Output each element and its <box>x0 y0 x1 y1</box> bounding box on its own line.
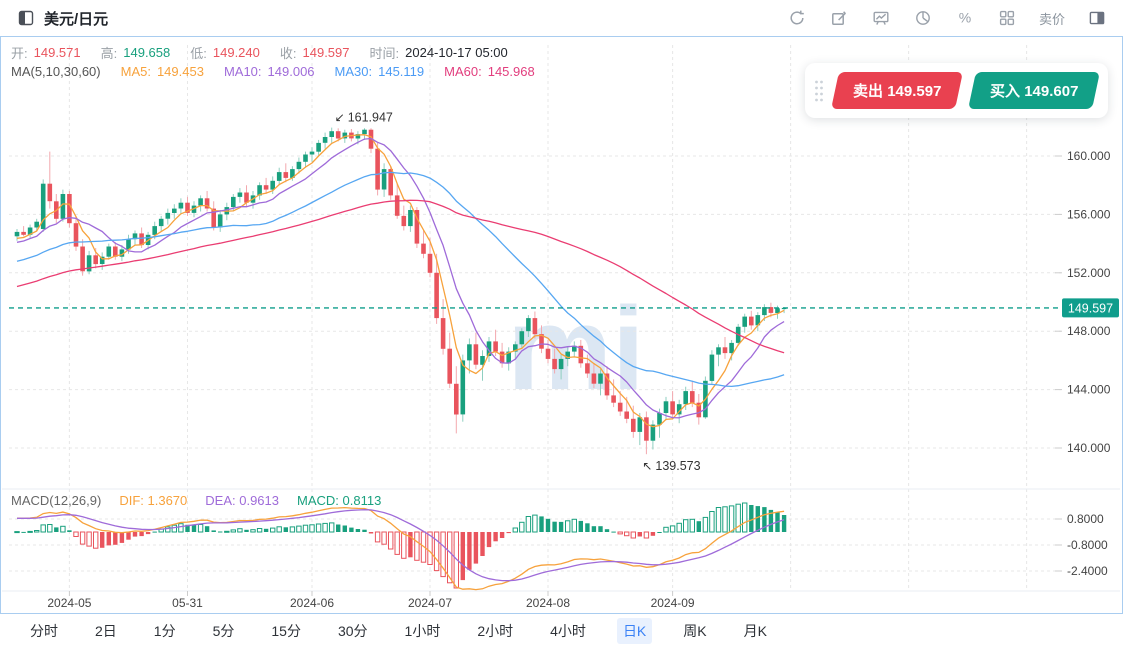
ma5-value: 149.453 <box>156 64 204 79</box>
drag-handle-icon[interactable] <box>813 78 825 104</box>
pie-chart-icon[interactable] <box>913 8 933 28</box>
high-annotation: 161.947 <box>348 111 393 125</box>
buy-button[interactable]: 买入 149.607 <box>967 72 1100 109</box>
date-axis-label: 2024-06 <box>290 596 334 610</box>
open-label: 开: <box>11 46 28 61</box>
macd-axis-label: -0.8000 <box>1067 538 1108 552</box>
draw-tools-icon[interactable] <box>829 8 849 28</box>
tab-2小时[interactable]: 2小时 <box>477 623 514 639</box>
dif-value: DIF: 1.3670 <box>119 493 188 508</box>
symbol-icon <box>16 8 36 28</box>
top-toolbar: 美元/日元 % 卖价 <box>0 0 1123 36</box>
refresh-icon[interactable] <box>787 8 807 28</box>
ma10-value: 149.006 <box>267 64 315 79</box>
tab-2日[interactable]: 2日 <box>95 623 117 639</box>
tab-日K[interactable]: 日K <box>616 618 653 644</box>
high-value: 149.658 <box>123 45 171 60</box>
last-price-badge <box>1062 298 1119 318</box>
chart-board-icon[interactable] <box>871 8 891 28</box>
low-label: 低: <box>190 46 207 61</box>
date-axis-label: 2024-08 <box>526 596 570 610</box>
price-axis-label: 152.000 <box>1067 266 1111 280</box>
price-axis-label: 156.000 <box>1067 207 1111 221</box>
price-axis-label: 148.000 <box>1067 324 1111 338</box>
ma30-value: 145.119 <box>378 64 425 79</box>
ma-legend: MA(5,10,30,60) MA5: 149.453 MA10: 149.00… <box>11 64 535 79</box>
percent-icon[interactable]: % <box>955 8 975 28</box>
tab-5分[interactable]: 5分 <box>212 623 235 639</box>
macd-value: MACD: 0.8113 <box>297 493 382 508</box>
open-value: 149.571 <box>33 45 81 60</box>
close-value: 149.597 <box>302 45 350 60</box>
candlestick-chart-canvas[interactable]: mi160.000156.000152.000148.000144.000140… <box>1 37 1122 613</box>
date-axis-label: 2024-09 <box>651 596 695 610</box>
dif-line <box>16 506 785 591</box>
dea-line <box>17 509 785 582</box>
ma5-line <box>16 134 785 428</box>
macd-params: MACD(12,26,9) <box>11 493 102 508</box>
sell-button[interactable]: 卖出 149.597 <box>831 72 964 109</box>
time-value: 2024-10-17 05:00 <box>405 45 508 60</box>
low-annotation: 139.573 <box>655 459 700 473</box>
ma10-label: MA10: <box>223 64 262 79</box>
low-annotation-arrow: ↖ <box>642 459 652 473</box>
timeframe-tabbar: 分时 2日 1分 5分 15分 30分 1小时 2小时 4小时 日K 周K 月K <box>0 616 1123 646</box>
low-value: 149.240 <box>212 45 260 60</box>
chart-panel: mi 160.000 156.000 152.000 148.000 144.000 140… <box>0 36 1123 614</box>
high-annotation-arrow: ↙ <box>335 111 345 125</box>
tab-4小时[interactable]: 4小时 <box>550 623 586 639</box>
tab-1分[interactable]: 1分 <box>153 623 176 639</box>
ma60-label: MA60: <box>444 64 482 79</box>
tab-月K[interactable]: 月K <box>743 623 767 639</box>
last-price-badge-text: 149.597 <box>1068 301 1113 315</box>
time-label: 时间: <box>369 46 400 61</box>
date-axis-label: 05-31 <box>172 596 203 610</box>
ma10-line <box>16 137 785 419</box>
date-axis-label: 2024-07 <box>408 596 452 610</box>
macd-legend: MACD(12,26,9) DIF: 1.3670 DEA: 0.9613 MA… <box>11 493 381 508</box>
ma5-label: MA5: <box>120 64 151 79</box>
sell-price-toggle[interactable]: 卖价 <box>1038 11 1065 27</box>
price-axis-label: 160.000 <box>1067 149 1111 163</box>
svg-text:%: % <box>959 10 971 26</box>
panel-toggle-icon[interactable] <box>1087 8 1107 28</box>
page-title: 美元/日元 <box>44 10 109 28</box>
tab-30分[interactable]: 30分 <box>337 623 368 639</box>
grid-layout-icon[interactable] <box>997 8 1017 28</box>
tab-周K[interactable]: 周K <box>683 623 707 639</box>
macd-axis-label: 0.8000 <box>1067 512 1104 526</box>
ohlc-readout: 开: 149.571 高: 149.658 低: 149.240 收: 149.… <box>11 43 508 62</box>
ma30-label: MA30: <box>334 64 373 79</box>
tab-1小时[interactable]: 1小时 <box>404 623 441 639</box>
ma60-line <box>16 199 785 354</box>
price-axis-label: 140.000 <box>1067 441 1111 455</box>
macd-axis-label: -2.4000 <box>1067 564 1108 578</box>
quote-panel: 卖出 149.597 买入 149.607 <box>805 63 1108 118</box>
dea-value: DEA: 0.9613 <box>205 493 279 508</box>
tab-分时[interactable]: 分时 <box>30 623 58 639</box>
ma30-line <box>16 171 785 388</box>
price-axis-label: 144.000 <box>1067 383 1111 397</box>
date-axis-label: 2024-05 <box>47 596 91 610</box>
high-label: 高: <box>100 46 118 61</box>
close-label: 收: <box>279 46 297 61</box>
ma60-value: 145.968 <box>487 64 535 79</box>
ma-params: MA(5,10,30,60) <box>11 64 101 79</box>
tab-15分[interactable]: 15分 <box>271 623 301 639</box>
